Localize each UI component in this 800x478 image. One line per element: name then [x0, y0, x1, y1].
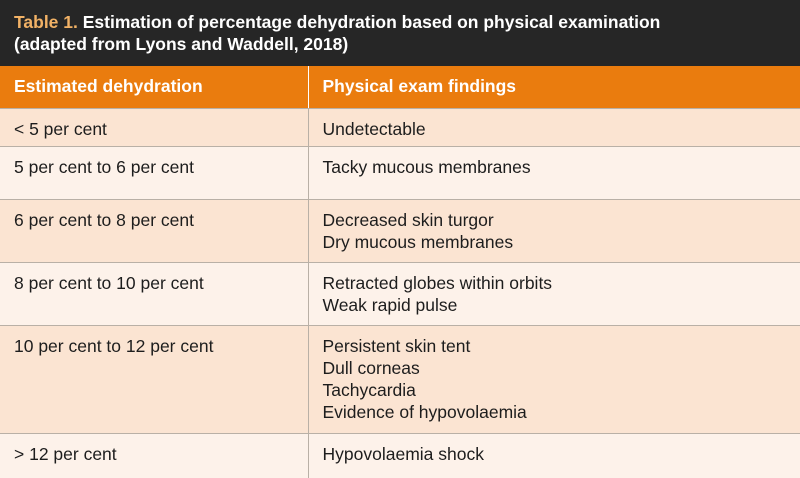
- table-row: 5 per cent to 6 per cent Tacky mucous me…: [0, 146, 800, 200]
- table-row: 10 per cent to 12 per cent Persistent sk…: [0, 325, 800, 434]
- table-caption: Table 1. Estimation of percentage dehydr…: [0, 0, 800, 66]
- finding-item: Weak rapid pulse: [322, 294, 458, 315]
- findings-cell: Retracted globes within orbits Weak rapi…: [308, 262, 800, 326]
- dehydration-cell: > 12 per cent: [0, 433, 309, 478]
- table-row: > 12 per cent Hypovolaemia shock: [0, 433, 800, 478]
- caption-label: Table 1.: [14, 12, 78, 32]
- dehydration-cell: 10 per cent to 12 per cent: [0, 325, 309, 434]
- caption-title: Estimation of percentage dehydration bas…: [77, 12, 661, 32]
- caption-line-1: Table 1. Estimation of percentage dehydr…: [14, 11, 786, 33]
- table-row: 8 per cent to 10 per cent Retracted glob…: [0, 262, 800, 326]
- caption-line-2: (adapted from Lyons and Waddell, 2018): [14, 34, 349, 54]
- dehydration-cell: 6 per cent to 8 per cent: [0, 199, 309, 263]
- finding-item: Tacky mucous membranes: [322, 156, 531, 177]
- dehydration-table: Estimated dehydration Physical exam find…: [0, 66, 800, 478]
- finding-item: Hypovolaemia shock: [322, 443, 484, 464]
- findings-cell: Undetectable: [308, 108, 800, 147]
- findings-cell: Persistent skin tent Dull corneas Tachyc…: [308, 325, 800, 434]
- findings-cell: Hypovolaemia shock: [308, 433, 800, 478]
- finding-item: Dry mucous membranes: [322, 231, 514, 252]
- finding-item: Tachycardia: [322, 379, 416, 400]
- table-row: < 5 per cent Undetectable: [0, 108, 800, 147]
- dehydration-cell: 8 per cent to 10 per cent: [0, 262, 309, 326]
- header-estimated-dehydration: Estimated dehydration: [0, 66, 309, 109]
- finding-item: Undetectable: [322, 118, 426, 139]
- finding-item: Persistent skin tent: [322, 335, 471, 356]
- header-physical-exam-findings: Physical exam findings: [308, 66, 800, 109]
- finding-item: Retracted globes within orbits: [322, 272, 553, 293]
- findings-cell: Decreased skin turgor Dry mucous membran…: [308, 199, 800, 263]
- dehydration-cell: < 5 per cent: [0, 108, 309, 147]
- dehydration-cell: 5 per cent to 6 per cent: [0, 146, 309, 200]
- findings-cell: Tacky mucous membranes: [308, 146, 800, 200]
- finding-item: Evidence of hypovolaemia: [322, 401, 527, 422]
- table-row: 6 per cent to 8 per cent Decreased skin …: [0, 199, 800, 263]
- finding-item: Dull corneas: [322, 357, 420, 378]
- table-header-row: Estimated dehydration Physical exam find…: [0, 66, 800, 109]
- finding-item: Decreased skin turgor: [322, 209, 494, 230]
